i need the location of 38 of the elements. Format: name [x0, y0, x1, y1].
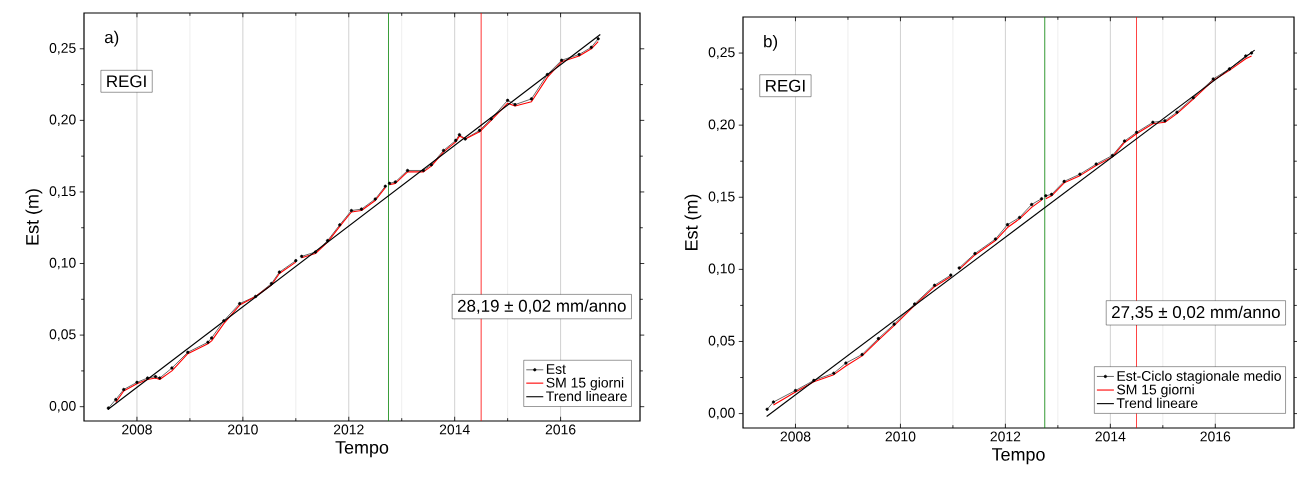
- y-tick-label: 0,00: [708, 407, 735, 420]
- x-tick-label: 2014: [439, 424, 470, 435]
- y-tick-label: 0,15: [708, 191, 735, 204]
- y-axis-title: Est (m): [25, 189, 43, 245]
- y-tick-label: 0,20: [49, 114, 76, 127]
- x-tick-label: 2016: [545, 424, 576, 435]
- x-tick-label: 2010: [228, 424, 258, 435]
- annotation: a): [104, 30, 119, 47]
- x-tick-label: 2016: [1200, 431, 1231, 442]
- x-axis-title: Tempo: [992, 448, 1045, 465]
- legend-label: Est: [546, 364, 566, 374]
- y-tick-label: 0,10: [49, 257, 76, 270]
- annotation: b): [764, 34, 778, 51]
- x-tick-label: 2008: [122, 424, 152, 435]
- annotation: 28,19 ± 0,02 mm/anno: [457, 299, 626, 314]
- legend-label: SM 15 giorni: [1117, 384, 1194, 398]
- x-axis-title: Tempo: [335, 441, 389, 458]
- x-tick-label: 2012: [333, 424, 364, 435]
- y-axis-title: Est (m): [684, 194, 702, 250]
- legend-label: SM 15 giorni: [546, 377, 624, 391]
- annotation: REGI: [766, 79, 805, 92]
- x-tick-label: 2008: [780, 431, 811, 442]
- x-tick-label: 2012: [990, 431, 1021, 442]
- y-tick-label: 0,25: [708, 47, 735, 59]
- y-tick-label: 0,00: [49, 400, 76, 413]
- y-tick-label: 0,05: [708, 335, 735, 348]
- x-tick-label: 2014: [1095, 431, 1126, 442]
- annotation: REGI: [107, 75, 146, 88]
- legend-label: Trend lineare: [1116, 397, 1198, 409]
- legend-label: Trend lineare: [546, 390, 627, 402]
- y-tick-label: 0,10: [708, 263, 735, 276]
- y-tick-label: 0,20: [708, 119, 735, 131]
- y-tick-label: 0,05: [49, 329, 76, 341]
- annotation: 27,35 ± 0,02 mm/anno: [1112, 305, 1280, 321]
- y-tick-label: 0,15: [49, 186, 76, 198]
- y-tick-label: 0,25: [49, 43, 76, 55]
- x-tick-label: 2010: [885, 431, 916, 442]
- legend-label: Est-Ciclo stagionale medio: [1117, 370, 1281, 384]
